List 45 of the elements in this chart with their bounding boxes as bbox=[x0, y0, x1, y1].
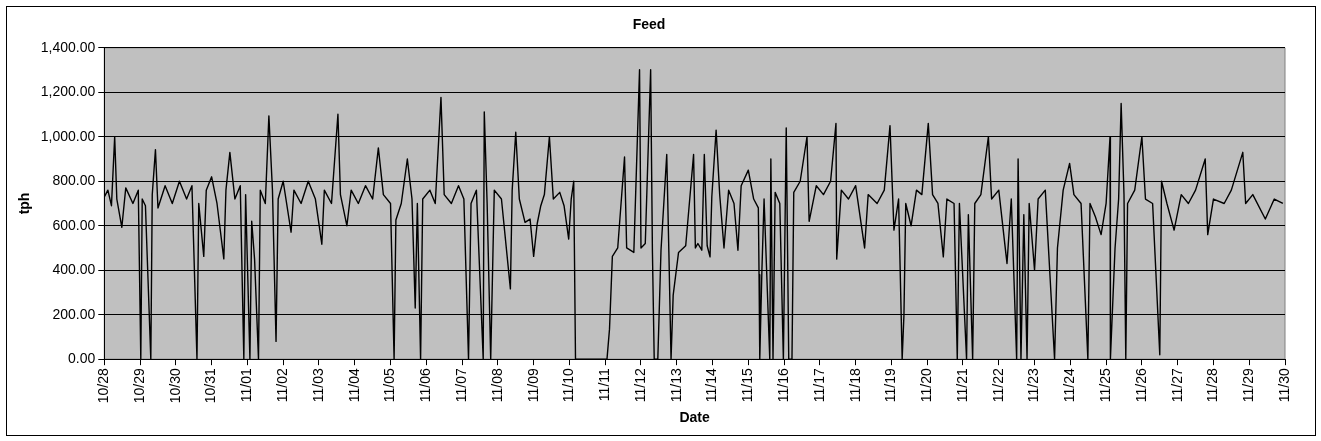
y-tick-label: 1,400.00 bbox=[40, 38, 96, 55]
y-tick-label: 0.00 bbox=[68, 350, 96, 367]
x-tick-label: 11/01 bbox=[238, 367, 255, 403]
x-tick-label: 11/27 bbox=[1168, 367, 1185, 403]
y-tick-label: 1,000.00 bbox=[40, 127, 96, 144]
x-tick-label: 11/17 bbox=[810, 367, 827, 403]
x-tick-label: 10/28 bbox=[95, 367, 112, 404]
x-tick-label: 11/15 bbox=[739, 367, 756, 403]
x-tick-label: 11/05 bbox=[381, 367, 398, 403]
x-tick-label: 11/18 bbox=[846, 367, 863, 403]
x-tick-label: 10/31 bbox=[202, 367, 219, 404]
x-tick-label: 10/29 bbox=[130, 367, 147, 404]
x-tick-label: 11/03 bbox=[309, 367, 326, 403]
x-tick-label: 11/02 bbox=[274, 367, 291, 403]
x-tick-label: 11/29 bbox=[1240, 367, 1257, 403]
x-tick-label: 11/26 bbox=[1132, 367, 1149, 403]
x-axis-title: Date bbox=[679, 409, 711, 426]
x-tick-label: 11/11 bbox=[596, 367, 613, 402]
x-tick-label: 11/16 bbox=[774, 367, 791, 403]
y-tick-label: 800.00 bbox=[52, 172, 96, 189]
x-tick-label: 11/08 bbox=[488, 367, 505, 403]
y-tick-label: 200.00 bbox=[52, 305, 96, 322]
x-tick-label: 11/12 bbox=[631, 367, 648, 403]
x-tick-label: 11/24 bbox=[1061, 367, 1078, 403]
x-tick-label: 11/25 bbox=[1096, 367, 1113, 403]
x-tick-label: 11/19 bbox=[882, 367, 899, 403]
x-tick-label: 11/22 bbox=[989, 367, 1006, 403]
y-tick-label: 1,200.00 bbox=[40, 83, 96, 100]
x-tick-label: 11/28 bbox=[1204, 367, 1221, 403]
y-axis-title: tph bbox=[16, 192, 33, 215]
x-tick-label: 11/06 bbox=[417, 367, 434, 403]
x-tick-label: 11/21 bbox=[953, 367, 970, 403]
x-tick-label: 11/13 bbox=[667, 367, 684, 403]
x-tick-label: 10/30 bbox=[166, 367, 183, 404]
x-tick-label: 11/10 bbox=[560, 367, 577, 403]
x-tick-label: 11/23 bbox=[1025, 367, 1042, 403]
chart-title: Feed bbox=[632, 16, 666, 33]
x-tick-label: 11/20 bbox=[918, 367, 935, 403]
x-tick-label: 11/14 bbox=[703, 367, 720, 403]
y-tick-label: 400.00 bbox=[52, 261, 96, 278]
x-tick-label: 11/04 bbox=[345, 367, 362, 403]
x-tick-label: 11/07 bbox=[452, 367, 469, 403]
x-tick-label: 11/30 bbox=[1275, 367, 1292, 403]
y-tick-label: 600.00 bbox=[52, 216, 96, 233]
x-tick-label: 11/09 bbox=[524, 367, 541, 403]
